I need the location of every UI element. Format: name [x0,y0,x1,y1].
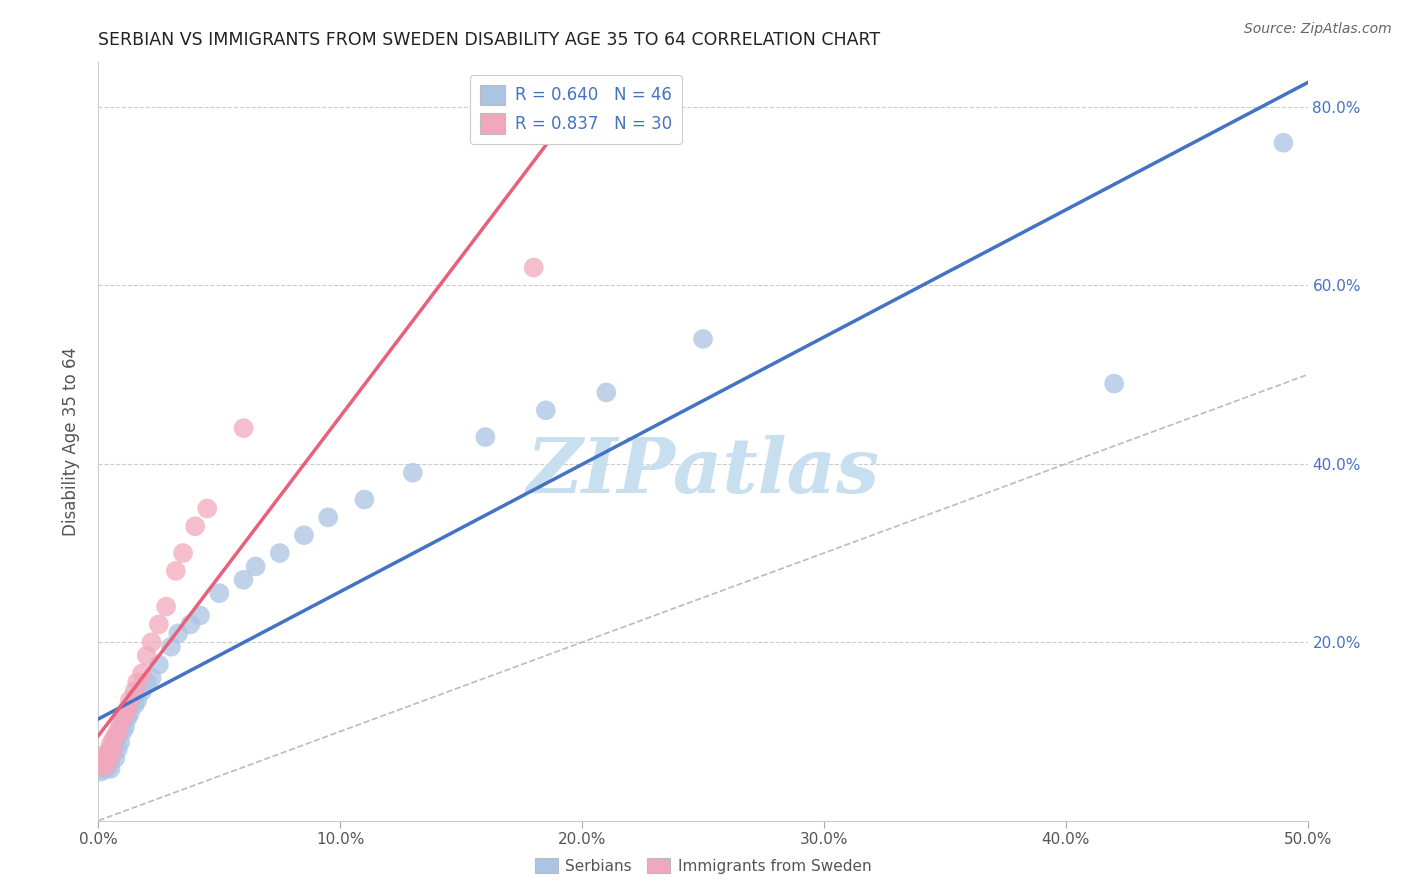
Point [94,751,117,765]
Point [114,720,136,734]
Point [101,742,124,756]
Point [91,756,114,770]
Point [107,724,129,739]
Point [179,617,201,632]
Point [1272,136,1295,150]
Point [141,671,163,685]
Point [90,760,112,774]
Point [124,684,146,698]
Point [160,640,183,654]
Point [245,559,267,574]
Point [101,738,124,752]
Point [135,675,157,690]
Point [172,546,194,560]
Point [101,747,124,761]
Point [316,510,339,524]
Point [232,573,254,587]
Point [131,666,153,681]
Point [1102,376,1125,391]
Point [108,715,131,730]
Point [94,747,117,761]
Point [100,742,122,756]
Point [127,693,149,707]
Point [188,608,211,623]
Point [131,684,153,698]
Point [100,753,122,767]
Point [195,501,218,516]
Point [402,466,425,480]
Point [118,706,141,721]
Point [91,751,114,765]
Point [148,657,170,672]
Point [155,599,177,614]
Point [692,332,714,346]
Point [595,385,617,400]
Point [100,738,122,752]
Point [232,421,254,435]
Point [101,733,124,747]
Legend: Serbians, Immigrants from Sweden: Serbians, Immigrants from Sweden [529,852,877,880]
Point [94,762,117,776]
Point [114,706,136,721]
Point [94,758,117,772]
Point [111,724,134,739]
Point [118,693,141,707]
Point [124,698,146,712]
Point [100,747,122,761]
Point [148,617,170,632]
Text: Source: ZipAtlas.com: Source: ZipAtlas.com [1244,22,1392,37]
Point [292,528,315,542]
Point [107,729,129,743]
Point [127,675,149,690]
Point [91,756,114,770]
Point [104,733,127,747]
Point [97,747,120,761]
Point [135,648,157,663]
Text: ZIPatlas: ZIPatlas [526,435,880,508]
Y-axis label: Disability Age 35 to 64: Disability Age 35 to 64 [62,347,80,536]
Point [165,564,187,578]
Point [91,760,114,774]
Point [117,702,139,716]
Point [141,635,163,649]
Point [104,751,127,765]
Point [100,762,122,776]
Point [111,715,134,730]
Point [111,711,134,725]
Point [90,764,112,779]
Point [97,753,120,767]
Point [474,430,496,444]
Point [184,519,207,533]
Point [104,729,127,743]
Legend: R = 0.640   N = 46, R = 0.837   N = 30: R = 0.640 N = 46, R = 0.837 N = 30 [470,75,682,144]
Point [269,546,291,560]
Point [117,711,139,725]
Point [353,492,375,507]
Point [108,735,131,749]
Point [97,758,120,772]
Point [107,742,129,756]
Point [208,586,231,600]
Point [534,403,557,417]
Point [167,626,190,640]
Point [523,260,546,275]
Text: SERBIAN VS IMMIGRANTS FROM SWEDEN DISABILITY AGE 35 TO 64 CORRELATION CHART: SERBIAN VS IMMIGRANTS FROM SWEDEN DISABI… [98,31,880,49]
